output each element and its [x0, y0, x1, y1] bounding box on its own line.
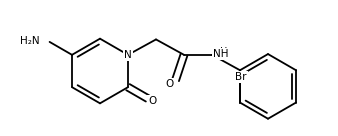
Text: H: H — [220, 47, 227, 57]
Text: NH: NH — [213, 49, 228, 59]
Text: H₂N: H₂N — [20, 36, 40, 46]
Text: Br: Br — [235, 72, 247, 82]
Text: N: N — [124, 50, 132, 60]
Text: O: O — [148, 96, 157, 106]
Text: O: O — [166, 79, 174, 89]
